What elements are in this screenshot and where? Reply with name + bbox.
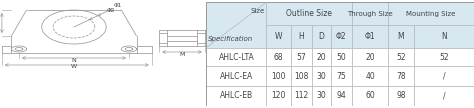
Bar xyxy=(352,25,388,48)
Text: 50: 50 xyxy=(337,53,346,62)
Text: 60: 60 xyxy=(365,91,375,100)
Text: M: M xyxy=(398,32,404,41)
Text: 120: 120 xyxy=(271,91,286,100)
Bar xyxy=(414,48,474,66)
Text: 100: 100 xyxy=(271,72,286,81)
Text: 75: 75 xyxy=(337,72,346,81)
Text: 20: 20 xyxy=(317,53,326,62)
Text: Specification: Specification xyxy=(208,35,253,42)
Text: D: D xyxy=(213,36,219,40)
Text: /: / xyxy=(443,72,445,81)
Text: Outline Size: Outline Size xyxy=(286,9,332,18)
Text: Through Size: Through Size xyxy=(347,11,393,17)
Bar xyxy=(206,2,266,48)
Bar xyxy=(312,66,331,86)
Bar xyxy=(388,86,414,106)
Text: 52: 52 xyxy=(396,53,406,62)
Text: 20: 20 xyxy=(365,53,375,62)
Text: 94: 94 xyxy=(337,91,346,100)
Bar xyxy=(352,66,388,86)
Text: Size: Size xyxy=(251,8,265,14)
Text: W: W xyxy=(71,64,77,70)
Text: N: N xyxy=(441,32,447,41)
Text: D: D xyxy=(319,32,324,41)
Bar xyxy=(266,48,291,66)
Bar xyxy=(414,86,474,106)
Bar xyxy=(331,86,352,106)
Bar xyxy=(331,66,352,86)
Bar xyxy=(414,66,474,86)
Text: AHLC-EB: AHLC-EB xyxy=(220,91,253,100)
Text: W: W xyxy=(275,32,282,41)
Bar xyxy=(291,25,312,48)
Bar xyxy=(291,86,312,106)
Bar xyxy=(266,2,352,25)
Bar xyxy=(352,2,388,25)
Text: 52: 52 xyxy=(439,53,449,62)
Bar xyxy=(331,48,352,66)
Bar xyxy=(352,48,388,66)
Text: 98: 98 xyxy=(396,91,406,100)
Bar xyxy=(388,2,474,25)
Text: Φ2: Φ2 xyxy=(106,8,115,13)
Text: 112: 112 xyxy=(294,91,309,100)
Text: Φ1: Φ1 xyxy=(114,3,122,8)
Bar xyxy=(291,66,312,86)
Text: 108: 108 xyxy=(294,72,309,81)
Text: 30: 30 xyxy=(317,91,326,100)
Bar xyxy=(312,86,331,106)
Bar xyxy=(206,48,266,66)
Text: M: M xyxy=(179,52,185,57)
Bar xyxy=(206,86,266,106)
Text: 40: 40 xyxy=(365,72,375,81)
Bar xyxy=(266,66,291,86)
Bar xyxy=(312,48,331,66)
Text: AHLC-LTA: AHLC-LTA xyxy=(219,53,254,62)
Bar xyxy=(414,25,474,48)
Text: Φ2: Φ2 xyxy=(336,32,347,41)
Text: /: / xyxy=(443,91,445,100)
Bar xyxy=(291,48,312,66)
Bar xyxy=(266,25,291,48)
Text: Φ1: Φ1 xyxy=(365,32,375,41)
Text: N: N xyxy=(72,57,76,63)
Bar xyxy=(352,86,388,106)
Text: 30: 30 xyxy=(317,72,326,81)
Text: 68: 68 xyxy=(273,53,283,62)
Text: AHLC-EA: AHLC-EA xyxy=(219,72,253,81)
Bar xyxy=(206,66,266,86)
Text: 78: 78 xyxy=(396,72,406,81)
Text: H: H xyxy=(299,32,304,41)
Bar xyxy=(388,25,414,48)
Bar xyxy=(312,25,331,48)
Text: 57: 57 xyxy=(296,53,306,62)
Bar xyxy=(388,48,414,66)
Text: Mounting Size: Mounting Size xyxy=(407,11,456,17)
Bar xyxy=(388,66,414,86)
Bar xyxy=(266,86,291,106)
Bar xyxy=(331,25,352,48)
